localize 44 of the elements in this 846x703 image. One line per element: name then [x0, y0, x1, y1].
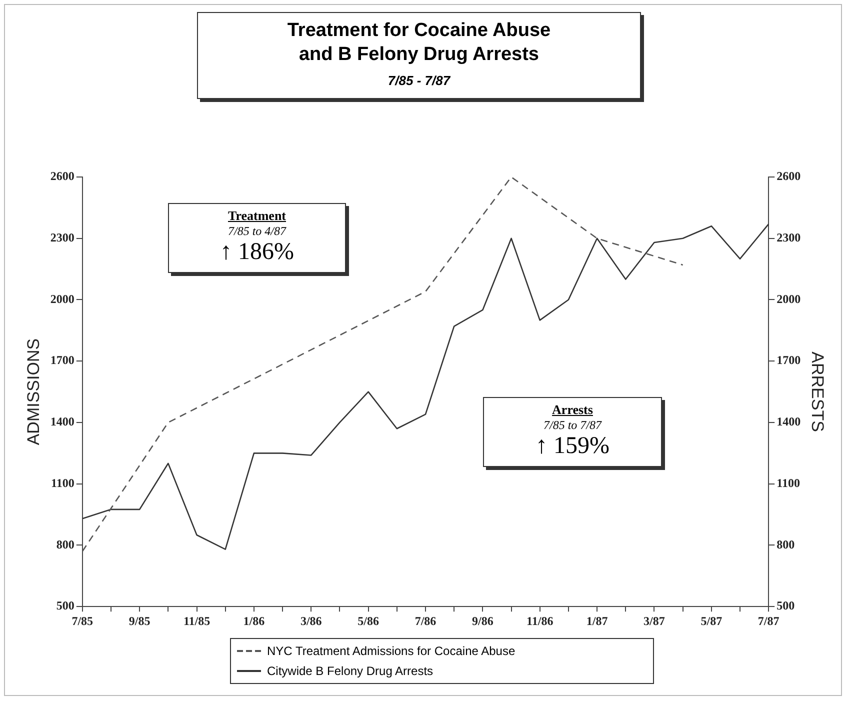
y2-tick-label: 500 — [776, 598, 795, 613]
legend-label: Citywide B Felony Drug Arrests — [267, 664, 434, 678]
x-tick-label: 7/87 — [758, 614, 780, 628]
y-tick-label: 2000 — [50, 292, 74, 306]
x-tick-label: 9/85 — [128, 614, 150, 628]
x-tick-label: 11/86 — [526, 614, 554, 628]
y2-tick-label: 1100 — [776, 476, 800, 490]
chart-title: Treatment for Cocaine Abuse and B Felony Drug Arrests — [286, 19, 552, 67]
annotation: ↑ 186% — [219, 239, 295, 266]
annotation: ↑ 159% — [534, 433, 610, 460]
annotation: Arrests — [551, 402, 594, 418]
x-tick-label: 1/86 — [243, 614, 265, 628]
legend-label: NYC Treatment Admissions for Cocaine Abuse — [267, 644, 516, 658]
x-tick-label: 1/87 — [586, 614, 608, 628]
y-tick-label: 2300 — [50, 230, 74, 244]
x-tick-label: 3/86 — [300, 614, 322, 628]
y2-tick-label: 1700 — [776, 353, 801, 368]
x-tick-label: 7/85 — [72, 614, 94, 628]
y-tick-label: 1700 — [50, 353, 74, 368]
chart-subtitle: 7/85 - 7/87 — [386, 73, 452, 88]
y2-tick-label: 1400 — [776, 414, 801, 429]
x-tick-label: 3/87 — [644, 614, 665, 628]
y-tick-label: 1400 — [50, 414, 74, 429]
annotation: 7/85 to 4/87 — [226, 224, 288, 239]
note-box: Arrests 7/85 to 7/87 ↑ 159% — [483, 397, 662, 467]
y-tick-label: 800 — [56, 537, 74, 552]
y2-tick-label: 2600 — [776, 169, 801, 184]
y-tick-label: 2600 — [50, 169, 74, 184]
x-tick-label: 11/85 — [183, 614, 210, 628]
y2-tick-label: 2000 — [776, 292, 801, 306]
line-series — [82, 177, 684, 552]
y2-tick-label: 2300 — [776, 230, 801, 244]
y-tick-label: 1100 — [51, 476, 74, 490]
y2-axis-title: ARRESTS — [808, 352, 828, 432]
y-tick-label: 500 — [56, 598, 74, 613]
x-tick-label: 7/86 — [414, 614, 436, 628]
x-tick-label: 5/87 — [700, 614, 722, 628]
x-tick-label: 5/86 — [358, 614, 379, 628]
note-box: Treatment 7/85 to 4/87 ↑ 186% — [168, 203, 346, 273]
x-tick-label: 9/86 — [472, 614, 494, 628]
annotation: Treatment — [227, 208, 287, 224]
y2-tick-label: 800 — [776, 537, 795, 552]
y-axis-title: ADMISSIONS — [24, 338, 43, 446]
annotation: 7/85 to 7/87 — [542, 418, 603, 433]
